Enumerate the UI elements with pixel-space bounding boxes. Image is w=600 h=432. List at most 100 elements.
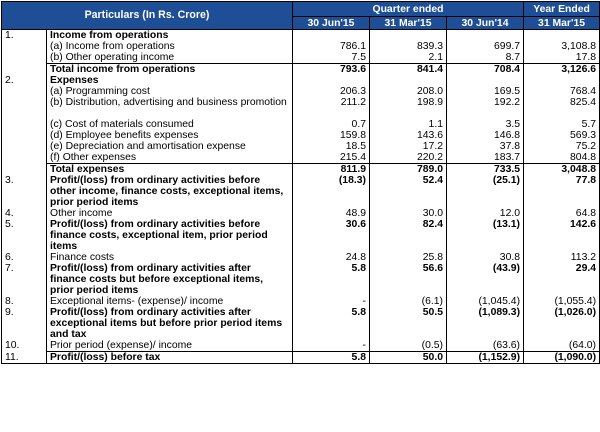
row-number: 3. (1, 175, 47, 208)
row-label: Exceptional items- (expense)/ income (46, 296, 293, 307)
row-number (1, 41, 47, 52)
row-label: (b) Other operating income (46, 52, 293, 64)
value-year-mar15: 113.2 (523, 252, 600, 263)
value-q3-jun14: (1,045.4) (445, 296, 524, 307)
value-year-mar15: 5.7 (523, 119, 600, 130)
value-q1-jun15: 206.3 (292, 86, 370, 97)
value-q3-jun14: (43.9) (445, 263, 524, 296)
value-q1-jun15: - (292, 296, 370, 307)
row-label: Total income from operations (46, 63, 293, 75)
value-q1-jun15 (292, 75, 370, 86)
value-q1-jun15: 5.8 (292, 307, 370, 340)
row-label: Profit/(loss) from ordinary activities a… (46, 307, 293, 340)
value-q3-jun14: 169.5 (445, 86, 524, 97)
value-q3-jun14: (63.6) (445, 340, 524, 352)
row-number (1, 141, 47, 152)
table-row: (a) Programming cost 206.3 208.0 169.5 768.4 (1, 86, 600, 97)
value-q2-mar15: 143.6 (369, 130, 447, 141)
row-number (1, 86, 47, 97)
row-number: 9. (1, 307, 47, 340)
row-label: (b) Distribution, advertising and busine… (46, 97, 293, 108)
value-q3-jun14: (25.1) (445, 175, 524, 208)
value-q3-jun14: 733.5 (445, 163, 524, 175)
table-row: (d) Employee benefits expenses 159.8 143.6… (1, 130, 600, 141)
table-row: (a) Income from operations 786.1 839.3 699.… (1, 41, 600, 52)
value-year-mar15: 64.8 (523, 208, 600, 219)
date-header-q3: 30 Jun'14 (445, 16, 525, 30)
value-q1-jun15: 786.1 (292, 41, 370, 52)
value-q1-jun15: 215.4 (292, 152, 370, 164)
quarter-ended-header: Quarter ended (291, 1, 525, 17)
table-row: (b) Distribution, advertising and busine… (1, 97, 600, 108)
value-q1-jun15: 48.9 (292, 208, 370, 219)
row-label: Profit/(loss) from ordinary activities b… (46, 175, 293, 208)
value-q3-jun14: 708.4 (445, 63, 524, 75)
value-q1-jun15: 5.8 (292, 263, 370, 296)
row-label: Profit/(loss) from ordinary activities b… (46, 219, 293, 252)
value-q2-mar15: 208.0 (369, 86, 447, 97)
value-q2-mar15: 839.3 (369, 41, 447, 52)
value-q3-jun14: (1,152.9) (445, 351, 524, 364)
row-label: (a) Income from operations (46, 41, 293, 52)
value-q2-mar15: (0.5) (369, 340, 447, 352)
value-q3-jun14: 146.8 (445, 130, 524, 141)
section-row: 2. Expenses (1, 75, 600, 86)
value-q3-jun14 (445, 108, 524, 119)
particulars-header: Particulars (In Rs. Crore) (1, 1, 293, 30)
value-q3-jun14: 192.2 (445, 97, 524, 108)
value-q1-jun15: 211.2 (292, 97, 370, 108)
table-row: (e) Depreciation and amortisation expens… (1, 141, 600, 152)
row-number (1, 97, 47, 108)
total-row: Total expenses 811.9 789.0 733.5 3,048.8 (1, 163, 600, 175)
financial-results-table: Particulars (In Rs. Crore) Quarter ended… (1, 1, 600, 364)
value-q2-mar15: 50.0 (369, 351, 447, 364)
row-label: Total expenses (46, 163, 293, 175)
value-q1-jun15: (18.3) (292, 175, 370, 208)
table-row: 4. Other income 48.9 30.0 12.0 64.8 (1, 208, 600, 219)
table-row: 9. Profit/(loss) from ordinary activities… (1, 307, 600, 340)
row-number: 6. (1, 252, 47, 263)
value-year-mar15: 17.8 (523, 52, 600, 64)
value-q2-mar15: 2.1 (369, 52, 447, 64)
row-number (1, 152, 47, 164)
value-year-mar15 (523, 75, 600, 86)
row-label (46, 108, 293, 119)
table-row: (f) Other expenses 215.4 220.2 183.7 804.8 (1, 152, 600, 164)
value-year-mar15: 77.8 (523, 175, 600, 208)
value-year-mar15 (523, 29, 600, 41)
table-body: 1. Income from operations (a) Income from … (1, 29, 600, 364)
row-number (1, 52, 47, 64)
value-q2-mar15: 56.6 (369, 263, 447, 296)
value-q2-mar15: 1.1 (369, 119, 447, 130)
total-row: 11. Profit/(loss) before tax 5.8 50.0 (1,152… (1, 351, 600, 364)
value-year-mar15: 569.3 (523, 130, 600, 141)
value-year-mar15: (1,055.4) (523, 296, 600, 307)
value-q2-mar15: 82.4 (369, 219, 447, 252)
row-number (1, 119, 47, 130)
year-ended-header: Year Ended (523, 1, 600, 17)
row-label: (f) Other expenses (46, 152, 293, 164)
row-number: 10. (1, 340, 47, 352)
value-q1-jun15: 159.8 (292, 130, 370, 141)
value-q1-jun15 (292, 108, 370, 119)
row-number: 5. (1, 219, 47, 252)
row-label: (a) Programming cost (46, 86, 293, 97)
value-year-mar15 (523, 108, 600, 119)
row-label: Other income (46, 208, 293, 219)
value-q2-mar15: 198.9 (369, 97, 447, 108)
value-q1-jun15 (292, 29, 370, 41)
value-q3-jun14: 183.7 (445, 152, 524, 164)
value-year-mar15: 3,126.6 (523, 63, 600, 75)
value-q3-jun14 (445, 75, 524, 86)
value-q3-jun14: 699.7 (445, 41, 524, 52)
row-number (1, 163, 47, 175)
value-year-mar15: (1,090.0) (523, 351, 600, 364)
row-number (1, 108, 47, 119)
value-q2-mar15: 220.2 (369, 152, 447, 164)
row-label: Expenses (46, 75, 293, 86)
value-q2-mar15 (369, 108, 447, 119)
value-q2-mar15: 841.4 (369, 63, 447, 75)
table-row: 6. Finance costs 24.8 25.8 30.8 113.2 (1, 252, 600, 263)
value-q3-jun14: 3.5 (445, 119, 524, 130)
date-header-q1: 30 Jun'15 (292, 16, 370, 30)
